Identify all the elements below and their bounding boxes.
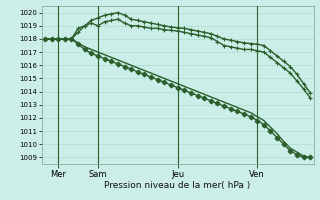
X-axis label: Pression niveau de la mer( hPa ): Pression niveau de la mer( hPa ): [104, 181, 251, 190]
